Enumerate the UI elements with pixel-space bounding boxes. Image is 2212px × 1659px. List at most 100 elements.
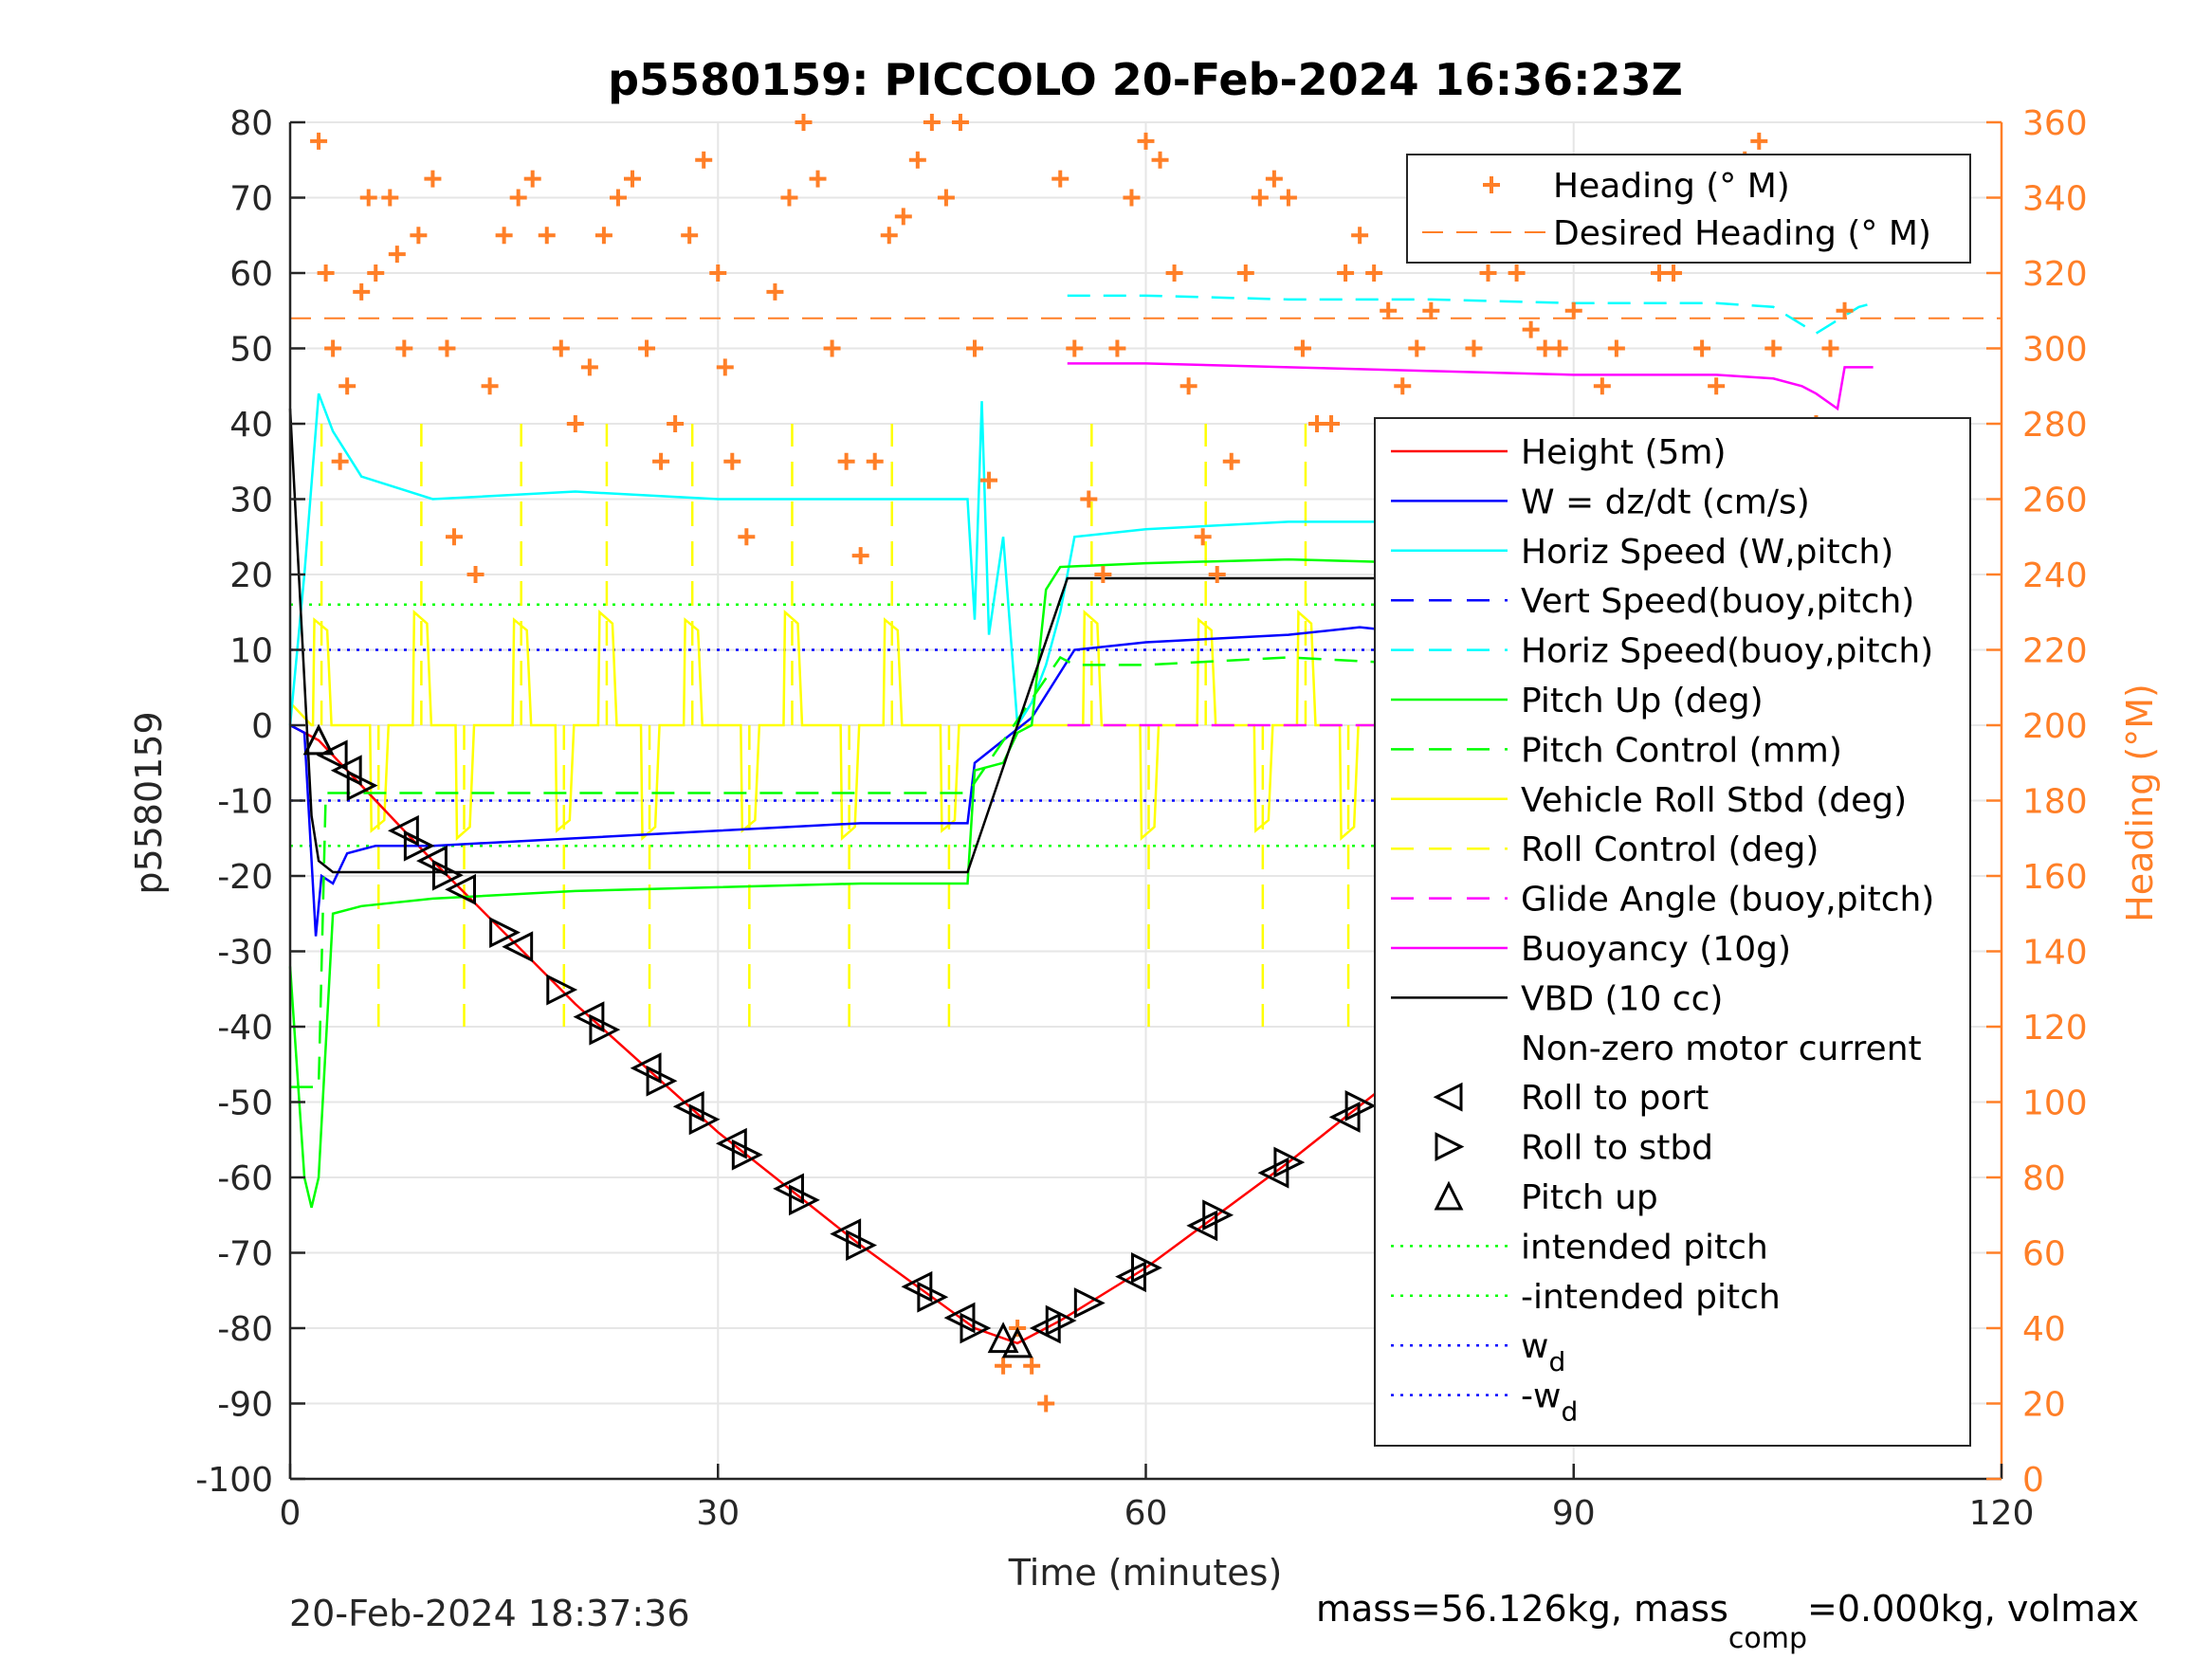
heading-point — [1236, 264, 1254, 282]
heading-point — [1764, 339, 1782, 357]
heading-point — [681, 227, 699, 245]
x-tick-label: 120 — [1969, 1494, 2035, 1533]
heading-point — [851, 547, 869, 565]
heading-point — [353, 283, 371, 301]
motor-marker — [1001, 1326, 1033, 1358]
motor-marker — [346, 770, 378, 802]
heading-point — [331, 452, 349, 470]
heading-point — [923, 114, 941, 131]
legend-label: Heading (° M) — [1553, 167, 1790, 206]
heading-point — [1023, 1357, 1041, 1375]
heading-point — [908, 151, 926, 169]
heading-point — [1194, 528, 1212, 546]
heading-point — [445, 528, 463, 546]
heading-point — [1051, 170, 1069, 188]
heading-point — [1179, 377, 1197, 395]
heading-point — [538, 227, 556, 245]
motor-marker — [546, 974, 578, 1006]
heading-point — [880, 227, 898, 245]
heading-points — [310, 114, 1854, 1413]
heading-point — [1094, 566, 1112, 583]
y-right-tick-label: 240 — [2022, 556, 2088, 595]
motor-marker — [445, 873, 476, 905]
heading-point — [1821, 339, 1839, 357]
y-right-tick-label: 180 — [2022, 783, 2088, 822]
legend-label: Horiz Speed(buoy,pitch) — [1521, 632, 1933, 671]
motor-marker — [316, 739, 348, 772]
y-right-tick-label: 0 — [2022, 1461, 2044, 1500]
legend-label: Vehicle Roll Stbd (deg) — [1521, 781, 1907, 820]
heading-point — [1394, 377, 1412, 395]
heading-point — [359, 189, 377, 207]
y-tick-label: -10 — [217, 783, 273, 822]
y-tick-label: -90 — [217, 1386, 273, 1425]
motor-marker — [646, 1065, 678, 1097]
x-tick-label: 30 — [696, 1494, 740, 1533]
legend-label: Non-zero motor current — [1521, 1030, 1922, 1068]
motor-marker — [502, 931, 534, 963]
legend-label: Roll Control (deg) — [1521, 830, 1819, 869]
heading-legend-box — [1406, 154, 1971, 264]
heading-point — [1265, 170, 1283, 188]
y-right-tick-label: 200 — [2022, 707, 2088, 746]
y-tick-label: 30 — [229, 482, 273, 520]
legend-label: Glide Angle (buoy,pitch) — [1521, 881, 1934, 920]
heading-point — [424, 170, 442, 188]
legend-label: Roll to stbd — [1521, 1129, 1713, 1168]
heading-point — [580, 358, 598, 376]
heading-point — [1536, 339, 1554, 357]
legend-label: W = dz/dt (cm/s) — [1521, 483, 1810, 521]
heading-point — [310, 132, 328, 150]
motor-marker — [789, 1184, 820, 1216]
heading-point — [995, 1357, 1013, 1375]
main-legend: Height (5m) W = dz/dt (cm/s) Horiz Speed (… — [1374, 417, 1971, 1447]
heading-point — [1479, 264, 1497, 282]
heading-point — [980, 471, 998, 489]
legend-label-subscript: d — [1548, 1346, 1565, 1377]
legend-label-subscript: d — [1561, 1396, 1578, 1428]
heading-point — [495, 227, 513, 245]
y-tick-label: 50 — [229, 331, 273, 370]
y-right-tick-label: 360 — [2022, 104, 2088, 143]
heading-point — [1750, 132, 1768, 150]
y-tick-label: 10 — [229, 632, 273, 671]
y-right-tick-label: 60 — [2022, 1235, 2066, 1274]
legend-label: Roll to port — [1521, 1079, 1709, 1118]
heading-point — [1151, 151, 1169, 169]
heading-point — [509, 189, 527, 207]
heading-point — [609, 189, 627, 207]
legend-swatch — [1435, 1132, 1465, 1162]
heading-point — [894, 208, 912, 226]
heading-point — [709, 264, 727, 282]
heading-point — [1550, 339, 1568, 357]
y-right-tick-label: 320 — [2022, 255, 2088, 294]
x-tick-label: 90 — [1552, 1494, 1596, 1533]
heading-point — [837, 452, 855, 470]
y-tick-label: 0 — [251, 707, 273, 746]
heading-point — [795, 114, 813, 131]
heading-point — [1165, 264, 1183, 282]
motor-marker — [1273, 1146, 1306, 1178]
motor-marker — [489, 917, 521, 949]
heading-point — [738, 528, 756, 546]
y-right-tick-label: 20 — [2022, 1386, 2066, 1425]
heading-point — [1208, 566, 1226, 583]
legend-label: Buoyancy (10g) — [1521, 930, 1791, 969]
motor-marker — [589, 1013, 621, 1046]
footer-mass-sub: comp — [1728, 1622, 1807, 1655]
heading-point — [1708, 377, 1726, 395]
y-tick-label: 80 — [229, 104, 273, 143]
heading-point — [780, 189, 798, 207]
heading-point — [1422, 301, 1440, 319]
legend-label: VBD (10 cc) — [1521, 979, 1723, 1018]
heading-point — [1279, 189, 1297, 207]
y-right-tick-label: 280 — [2022, 406, 2088, 445]
y-right-tick-label: 340 — [2022, 180, 2088, 219]
motor-marker — [917, 1281, 949, 1313]
heading-point — [438, 339, 456, 357]
heading-point — [1337, 264, 1355, 282]
y-tick-label: 20 — [229, 556, 273, 595]
motor-marker — [846, 1230, 878, 1261]
heading-point — [1365, 264, 1383, 282]
